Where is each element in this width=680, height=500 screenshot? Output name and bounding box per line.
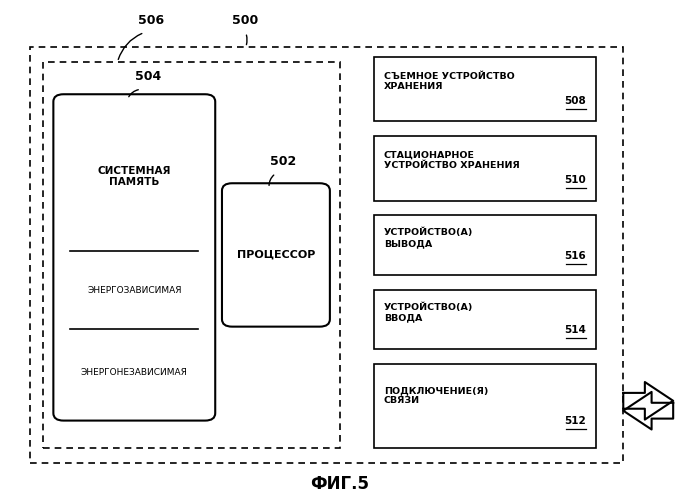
FancyBboxPatch shape bbox=[374, 216, 596, 274]
FancyBboxPatch shape bbox=[374, 364, 596, 448]
Text: ЭНЕРГОНЕЗАВИСИМАЯ: ЭНЕРГОНЕЗАВИСИМАЯ bbox=[81, 368, 188, 377]
Text: 512: 512 bbox=[564, 416, 586, 426]
FancyBboxPatch shape bbox=[222, 183, 330, 326]
Text: ФИГ.5: ФИГ.5 bbox=[311, 475, 369, 493]
Text: 516: 516 bbox=[564, 250, 586, 260]
Text: 504: 504 bbox=[135, 70, 161, 84]
Text: ЭНЕРГОЗАВИСИМАЯ: ЭНЕРГОЗАВИСИМАЯ bbox=[87, 286, 182, 294]
Text: 500: 500 bbox=[233, 14, 258, 26]
Text: СТАЦИОНАРНОЕ
УСТРОЙСТВО ХРАНЕНИЯ: СТАЦИОНАРНОЕ УСТРОЙСТВО ХРАНЕНИЯ bbox=[384, 151, 520, 171]
Text: 506: 506 bbox=[138, 14, 164, 26]
Text: ПОДКЛЮЧЕНИЕ(Я)
СВЯЗИ: ПОДКЛЮЧЕНИЕ(Я) СВЯЗИ bbox=[384, 386, 488, 406]
FancyBboxPatch shape bbox=[374, 57, 596, 122]
FancyBboxPatch shape bbox=[374, 290, 596, 349]
Text: 514: 514 bbox=[564, 325, 586, 335]
Text: УСТРОЙСТВО(А)
ВВОДА: УСТРОЙСТВО(А) ВВОДА bbox=[384, 302, 473, 322]
Text: 510: 510 bbox=[564, 175, 586, 185]
Text: 508: 508 bbox=[564, 96, 586, 106]
Text: СЪЕМНОЕ УСТРОЙСТВО
ХРАНЕНИЯ: СЪЕМНОЕ УСТРОЙСТВО ХРАНЕНИЯ bbox=[384, 72, 515, 92]
Text: ПРОЦЕССОР: ПРОЦЕССОР bbox=[237, 250, 315, 260]
Text: 502: 502 bbox=[269, 154, 296, 168]
FancyBboxPatch shape bbox=[374, 136, 596, 200]
FancyBboxPatch shape bbox=[53, 94, 216, 420]
Text: УСТРОЙСТВО(А)
ВЫВОДА: УСТРОЙСТВО(А) ВЫВОДА bbox=[384, 228, 473, 248]
Text: СИСТЕМНАЯ
ПАМЯТЬ: СИСТЕМНАЯ ПАМЯТЬ bbox=[97, 166, 171, 187]
